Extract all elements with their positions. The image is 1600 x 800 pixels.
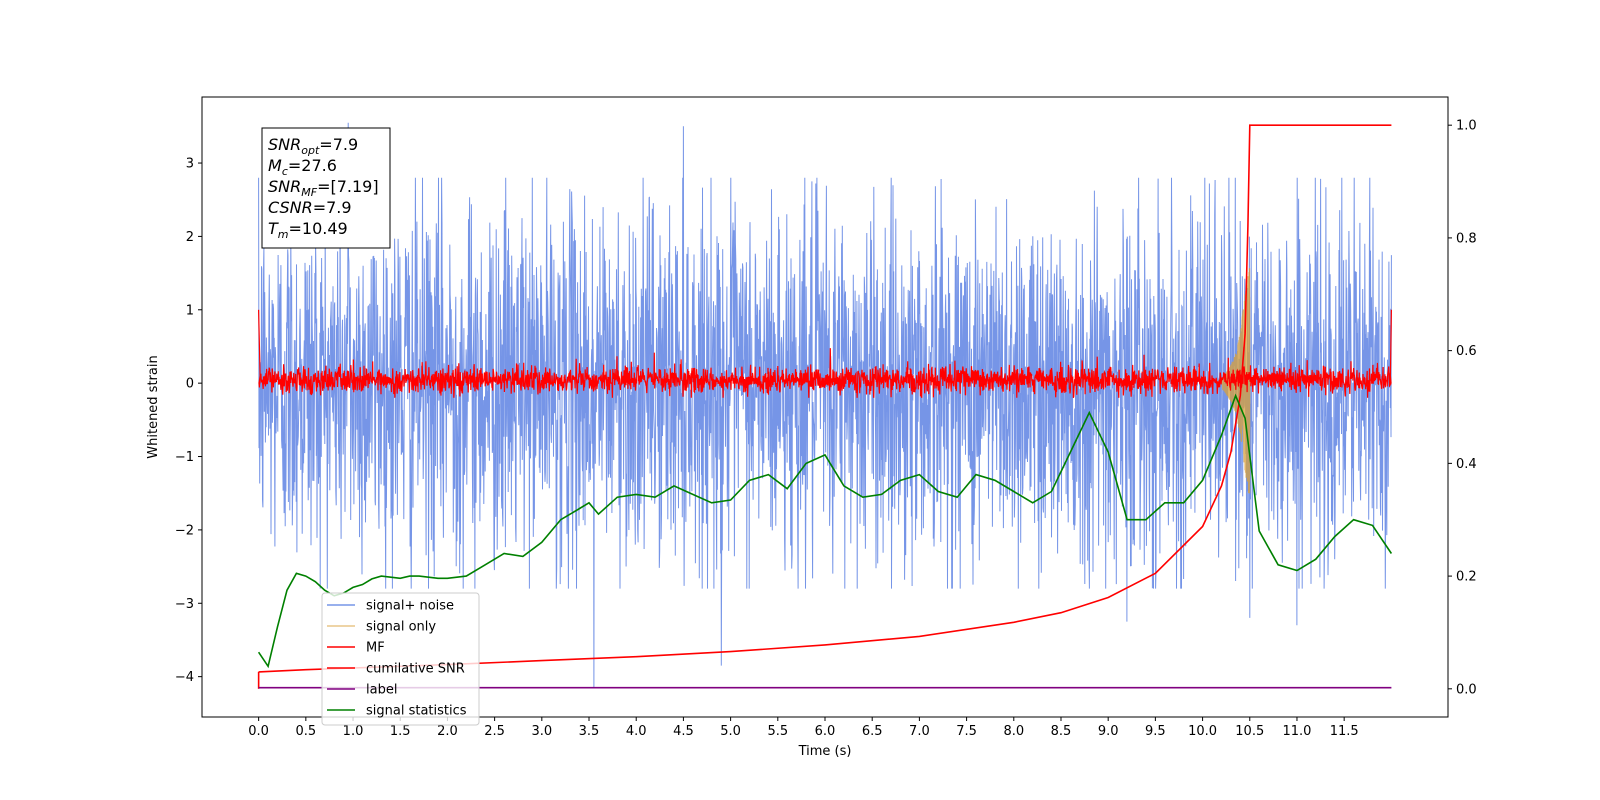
annotation-line: CSNR=7.9 xyxy=(268,198,352,217)
legend: signal+ noise signal only MF cumilative SNR… xyxy=(321,592,480,726)
y-tick-label: −4 xyxy=(175,670,194,685)
y2-tick-label: 0.8 xyxy=(1456,231,1477,246)
y-tick-label: −1 xyxy=(175,450,194,465)
y-tick-label: 2 xyxy=(186,230,194,245)
x-tick-label: 11.5 xyxy=(1330,724,1359,739)
x-tick-label: 2.0 xyxy=(437,724,458,739)
x-tick-label: 8.5 xyxy=(1051,724,1072,739)
y-tick-label: 0 xyxy=(186,377,194,392)
legend-label: MF xyxy=(366,641,385,656)
x-tick-label: 6.5 xyxy=(862,724,883,739)
y-tick-label: 3 xyxy=(186,157,194,172)
x-tick-label: 10.0 xyxy=(1188,724,1217,739)
y2-tick-label: 0.6 xyxy=(1456,344,1477,359)
annotation-box xyxy=(261,127,391,249)
x-tick-label: 8.0 xyxy=(1003,724,1024,739)
y2-tick-label: 1.0 xyxy=(1456,119,1477,134)
x-tick-label: 6.0 xyxy=(815,724,836,739)
legend-label: label xyxy=(366,683,397,698)
x-tick-label: 10.5 xyxy=(1235,724,1264,739)
y-tick-label: −3 xyxy=(175,597,194,612)
series-signal-statistics xyxy=(257,393,1393,669)
y-axis-label: Whitened strain xyxy=(146,355,161,458)
series-mf xyxy=(258,309,1392,398)
x-tick-label: 7.5 xyxy=(956,724,977,739)
x-tick-label: 5.0 xyxy=(720,724,741,739)
x-tick-label: 0.5 xyxy=(295,724,316,739)
y-tick-label: 1 xyxy=(186,303,194,318)
x-tick-label: 4.0 xyxy=(626,724,647,739)
x-tick-label: 11.0 xyxy=(1282,724,1311,739)
series-signal-noise xyxy=(258,122,1392,688)
y-tick-label: −2 xyxy=(175,523,194,538)
x-tick-label: 1.0 xyxy=(343,724,364,739)
x-axis: 0.0 0.5 1.0 1.5 2.0 2.5 3.0 3.5 4.0 4.5 5.0 5.5 6.0 6… xyxy=(248,717,1359,739)
legend-label: signal+ noise xyxy=(366,599,454,614)
annotation-line: Mc=27.6 xyxy=(268,156,337,178)
annotation-line: SNRMF=[7.19] xyxy=(268,177,379,199)
x-tick-label: 0.0 xyxy=(248,724,269,739)
series-cumulative-snr xyxy=(258,124,1392,673)
y-axis-right: 0.0 0.2 0.4 0.6 0.8 1.0 xyxy=(1448,119,1477,697)
x-tick-label: 9.5 xyxy=(1145,724,1166,739)
annotation-line: SNRopt=7.9 xyxy=(268,135,358,157)
x-tick-label: 2.5 xyxy=(484,724,505,739)
legend-label: cumilative SNR xyxy=(366,662,465,677)
x-tick-label: 4.5 xyxy=(673,724,694,739)
x-axis-label: Time (s) xyxy=(798,744,852,759)
x-tick-label: 1.5 xyxy=(390,724,411,739)
x-tick-label: 5.5 xyxy=(767,724,788,739)
legend-label: signal only xyxy=(366,620,436,635)
annotation-line: Tm=10.49 xyxy=(268,219,348,241)
legend-box xyxy=(321,592,480,726)
x-tick-label: 3.5 xyxy=(579,724,600,739)
x-tick-label: 9.0 xyxy=(1098,724,1119,739)
y2-tick-label: 0.0 xyxy=(1456,682,1477,697)
series-signal-only xyxy=(1220,268,1251,494)
y2-tick-label: 0.2 xyxy=(1456,570,1477,585)
x-tick-label: 3.0 xyxy=(531,724,552,739)
y2-tick-label: 0.4 xyxy=(1456,457,1477,472)
x-tick-label: 7.0 xyxy=(909,724,930,739)
legend-label: signal statistics xyxy=(366,704,467,719)
y-axis-left: −4 −3 −2 −1 0 1 2 3 xyxy=(175,157,202,685)
